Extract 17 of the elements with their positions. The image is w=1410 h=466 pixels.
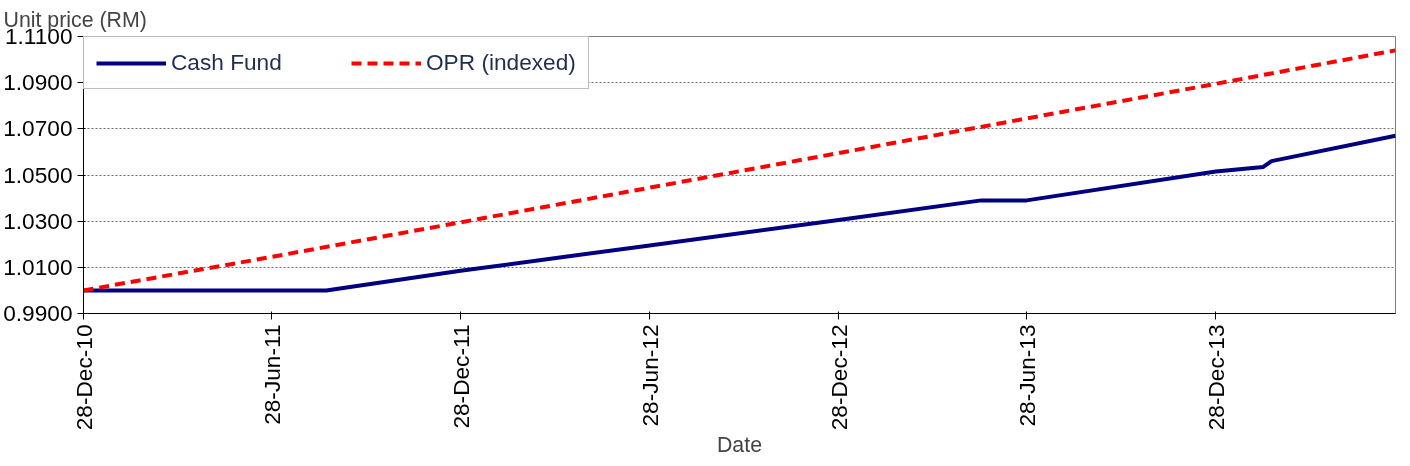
x-tick-label: 28-Dec-13 bbox=[1202, 324, 1229, 431]
x-tick-label: 28-Jun-13 bbox=[1013, 324, 1040, 427]
y-tick-label: 1.0100 bbox=[3, 253, 73, 280]
line-series bbox=[83, 48, 1396, 293]
x-tick-label: 28-Jun-12 bbox=[636, 324, 663, 427]
y-tick-label: 1.0300 bbox=[3, 207, 73, 234]
x-tick-label: 28-Dec-10 bbox=[70, 324, 97, 431]
x-tick-label: 28-Dec-12 bbox=[825, 324, 852, 431]
y-tick-label: 0.9900 bbox=[3, 300, 73, 326]
y-tick-label: 1.0900 bbox=[3, 69, 73, 96]
x-axis-title: Date bbox=[716, 433, 763, 458]
legend-label: OPR (indexed) bbox=[426, 49, 576, 76]
x-tick-label: 28-Dec-11 bbox=[447, 324, 474, 429]
legend-label: Cash Fund bbox=[171, 49, 283, 76]
y-tick-label: 1.0700 bbox=[3, 115, 73, 142]
y-tick-label: 1.0500 bbox=[3, 161, 73, 188]
x-tick-label: 28-Jun-11 bbox=[258, 324, 285, 425]
